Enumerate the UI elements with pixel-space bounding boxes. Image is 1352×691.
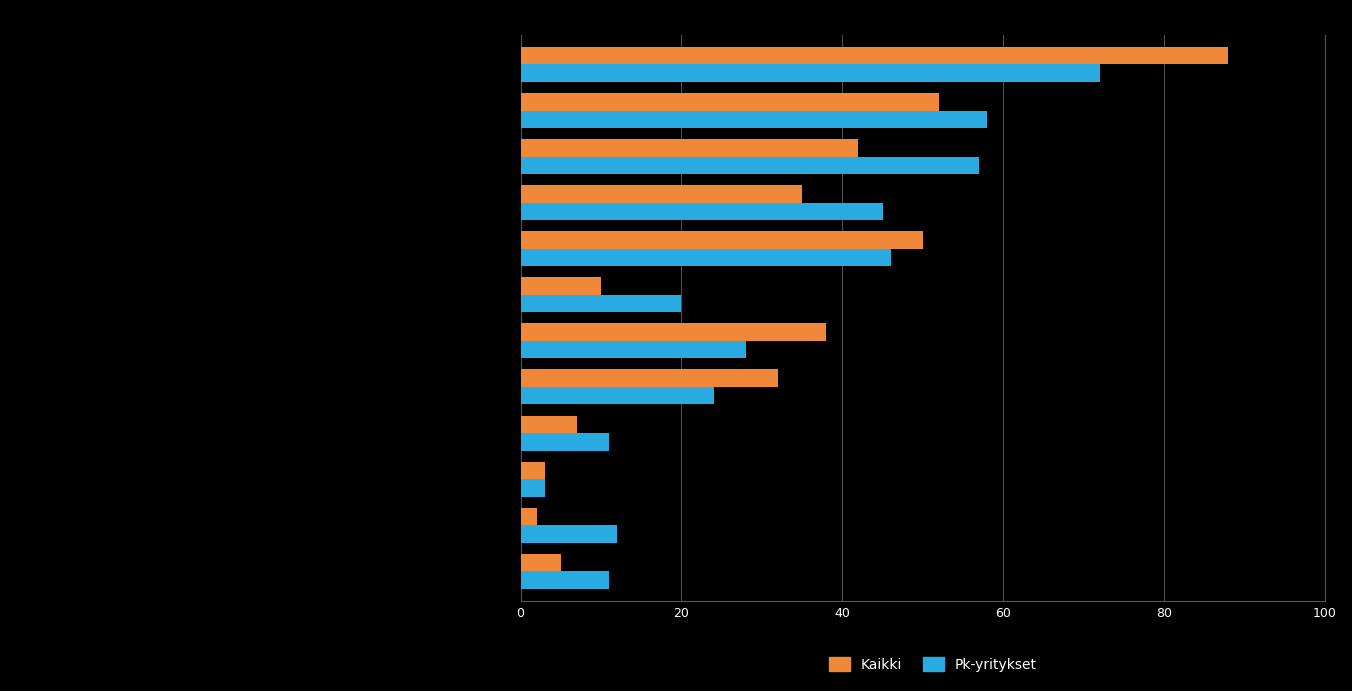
Bar: [521, 553, 561, 571]
Bar: [521, 508, 537, 525]
Bar: [521, 323, 826, 341]
Bar: [521, 111, 987, 128]
Bar: [521, 139, 859, 157]
Bar: [521, 157, 979, 174]
Bar: [521, 433, 608, 451]
Bar: [521, 295, 681, 312]
Bar: [521, 277, 600, 295]
Bar: [521, 47, 1229, 64]
Bar: [521, 202, 883, 220]
Bar: [521, 387, 714, 404]
Bar: [521, 462, 545, 479]
Bar: [521, 249, 891, 266]
Bar: [521, 571, 608, 589]
Bar: [521, 370, 777, 387]
Bar: [521, 341, 746, 359]
Bar: [521, 479, 545, 497]
Bar: [521, 93, 938, 111]
Bar: [521, 415, 577, 433]
Bar: [521, 525, 617, 542]
Bar: [521, 185, 802, 202]
Legend: Kaikki, Pk-yritykset: Kaikki, Pk-yritykset: [823, 651, 1042, 677]
Bar: [521, 64, 1099, 82]
Bar: [521, 231, 922, 249]
